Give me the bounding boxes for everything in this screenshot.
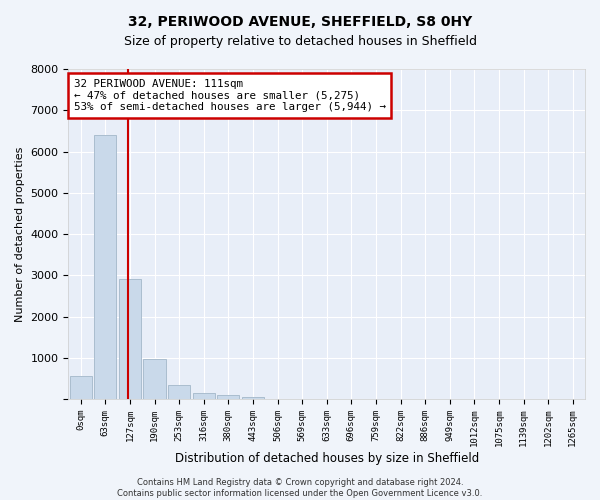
Y-axis label: Number of detached properties: Number of detached properties: [15, 146, 25, 322]
Text: 32, PERIWOOD AVENUE, SHEFFIELD, S8 0HY: 32, PERIWOOD AVENUE, SHEFFIELD, S8 0HY: [128, 15, 472, 29]
Bar: [193, 393, 215, 399]
Bar: [70, 376, 92, 399]
Text: 32 PERIWOOD AVENUE: 111sqm
← 47% of detached houses are smaller (5,275)
53% of s: 32 PERIWOOD AVENUE: 111sqm ← 47% of deta…: [74, 79, 386, 112]
Bar: [143, 358, 166, 399]
Bar: [168, 384, 190, 399]
Text: Contains HM Land Registry data © Crown copyright and database right 2024.
Contai: Contains HM Land Registry data © Crown c…: [118, 478, 482, 498]
Bar: [94, 135, 116, 399]
Bar: [217, 395, 239, 399]
Bar: [242, 396, 264, 399]
Text: Size of property relative to detached houses in Sheffield: Size of property relative to detached ho…: [124, 35, 476, 48]
X-axis label: Distribution of detached houses by size in Sheffield: Distribution of detached houses by size …: [175, 452, 479, 465]
Bar: [119, 280, 141, 399]
